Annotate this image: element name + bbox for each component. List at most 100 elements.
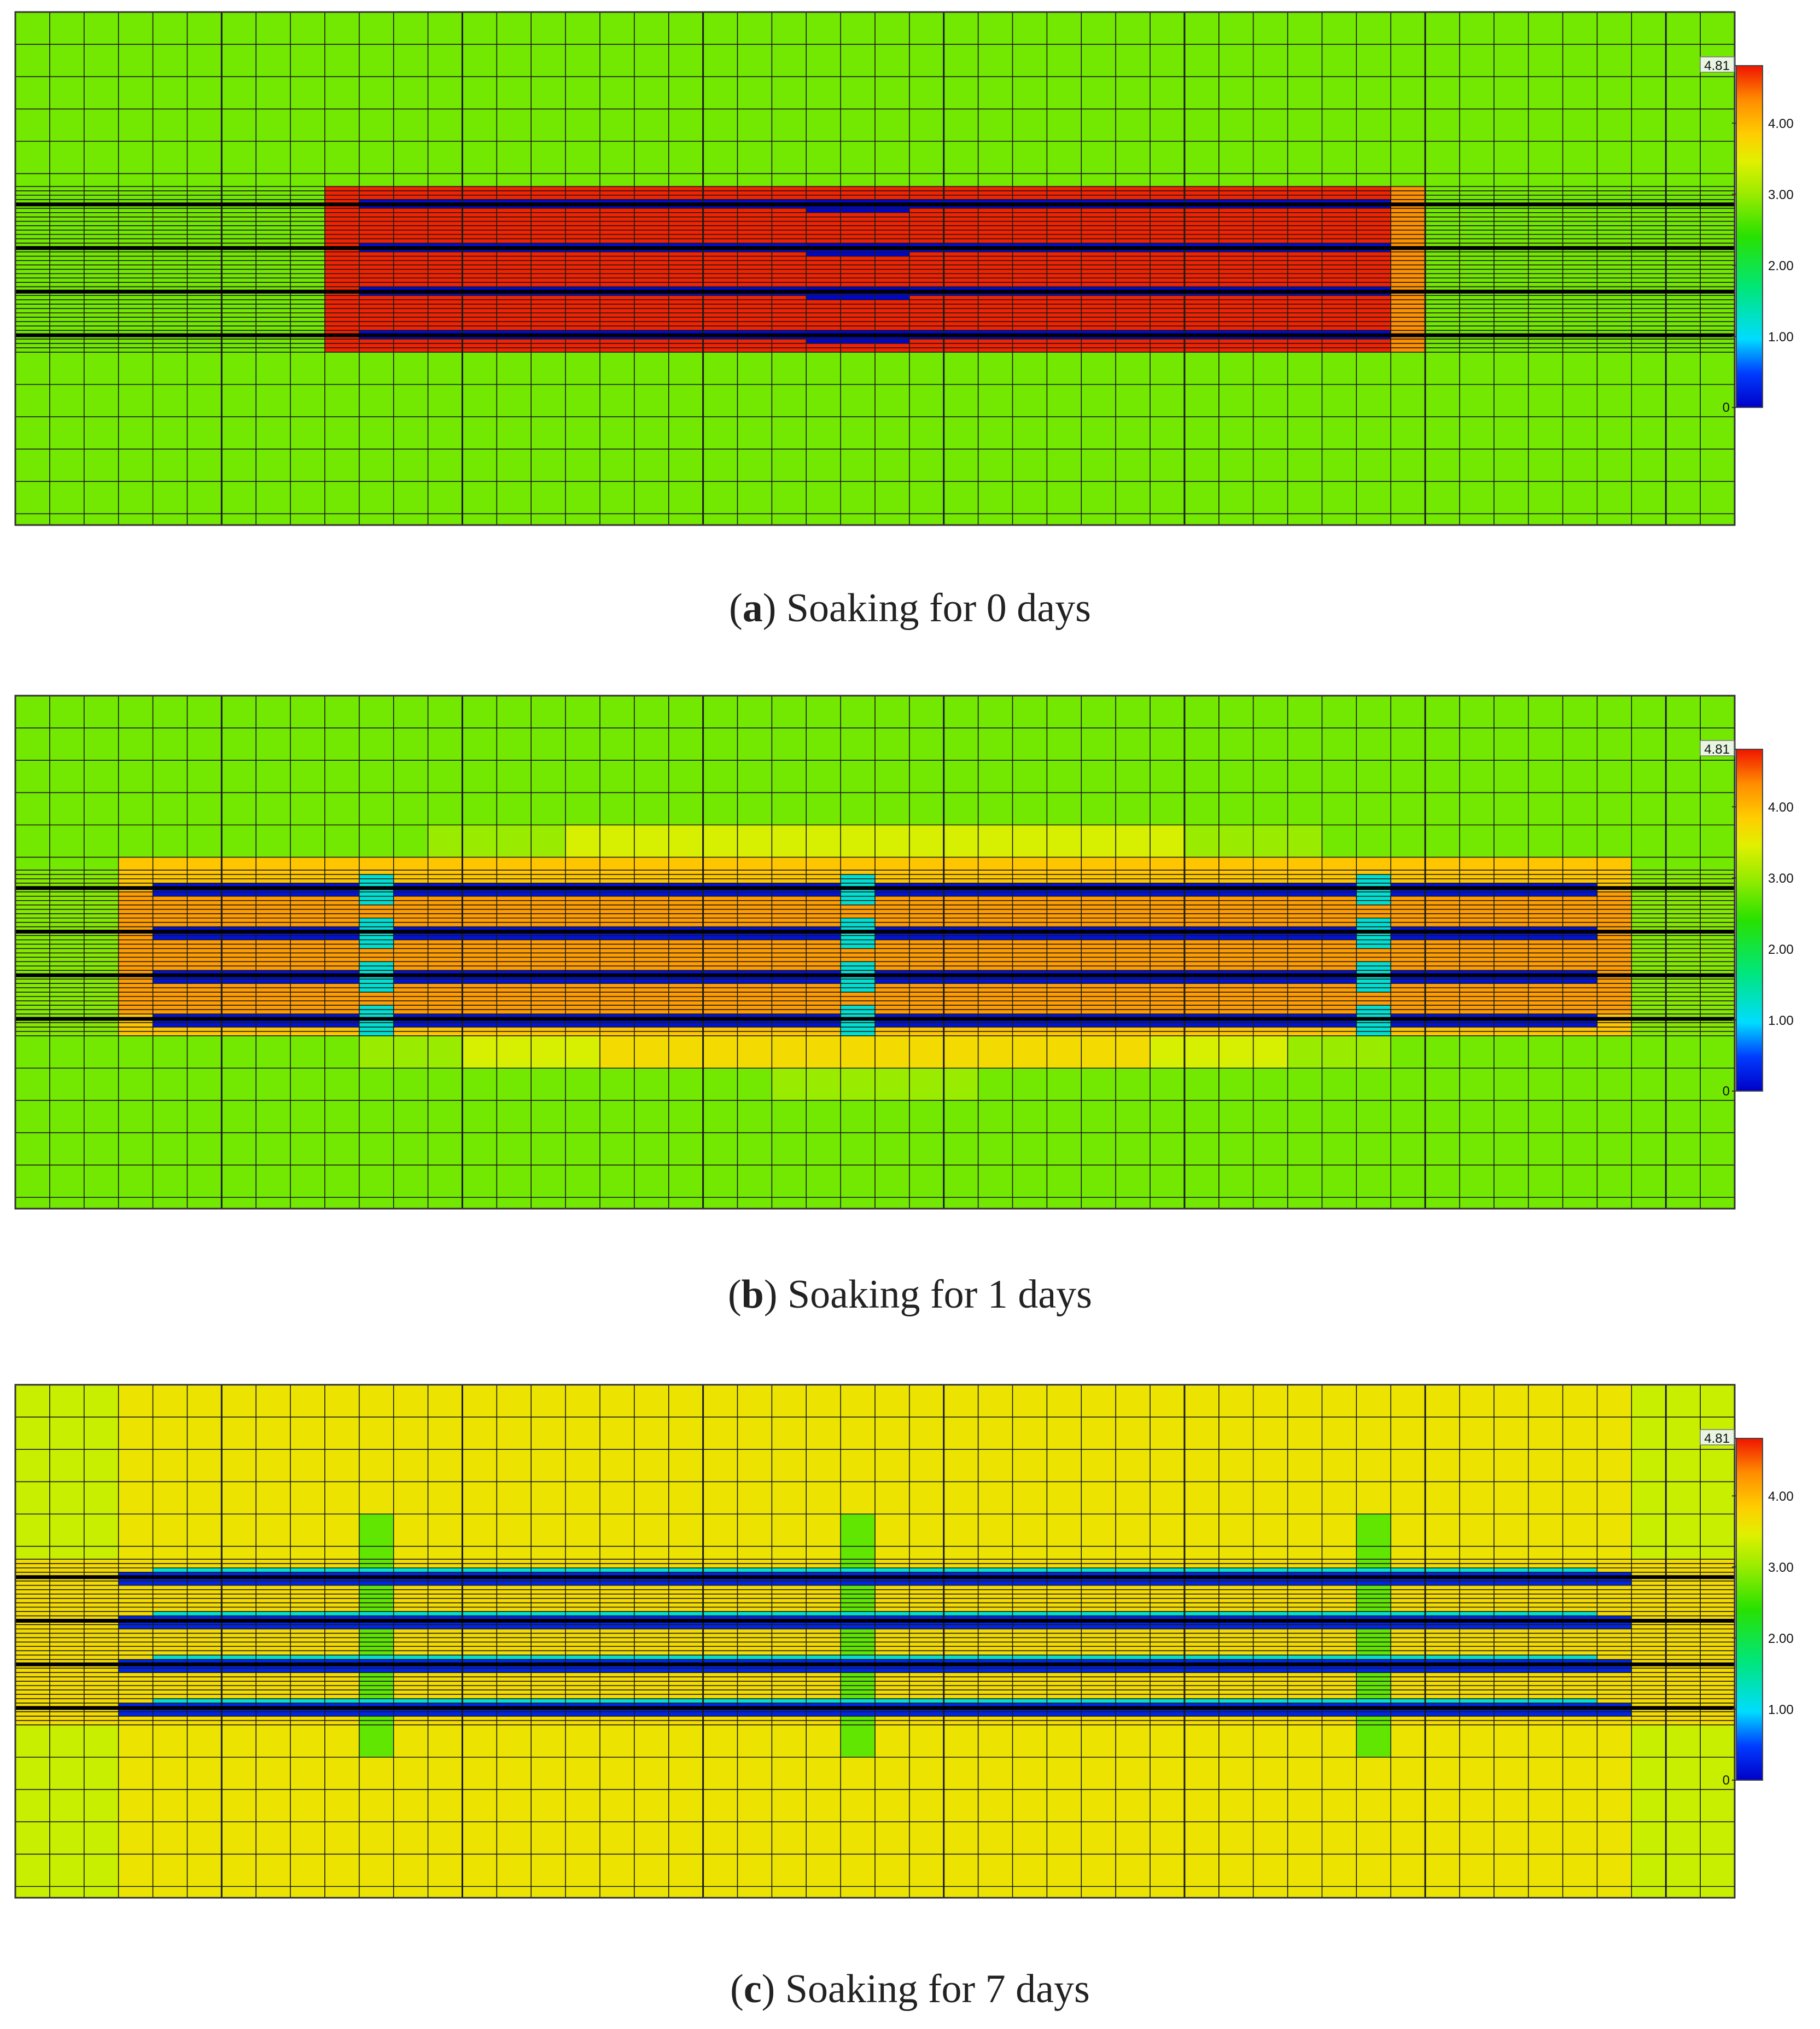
heatmap-cell xyxy=(1528,141,1564,174)
heatmap-cell xyxy=(737,957,772,962)
heatmap-cell xyxy=(497,343,532,348)
heatmap-cell xyxy=(599,199,635,205)
heatmap-cell xyxy=(943,12,979,45)
heatmap-cell xyxy=(978,1068,1013,1101)
heatmap-cell xyxy=(1494,234,1529,240)
heatmap-cell xyxy=(428,878,463,884)
heatmap-cell xyxy=(978,878,1013,884)
heatmap-cell xyxy=(703,760,738,793)
heatmap-cell xyxy=(462,922,497,928)
heatmap-cell xyxy=(531,208,566,213)
heatmap-cell xyxy=(634,1014,669,1019)
heatmap-cell xyxy=(324,190,360,196)
heatmap-cell xyxy=(703,1027,738,1032)
heatmap-cell xyxy=(1012,212,1047,218)
heatmap-cell xyxy=(668,883,704,888)
heatmap-cell xyxy=(703,322,738,326)
heatmap-cell xyxy=(909,234,944,240)
heatmap-cell xyxy=(772,966,807,971)
heatmap-cell xyxy=(290,696,325,728)
heatmap-cell xyxy=(15,696,50,728)
heatmap-cell xyxy=(668,141,704,174)
heatmap-cell xyxy=(703,940,738,944)
heatmap-cell xyxy=(153,970,188,975)
heatmap-cell xyxy=(909,1197,944,1209)
heatmap-cell xyxy=(497,287,532,291)
heatmap-cell xyxy=(462,970,497,975)
heatmap-cell xyxy=(1700,273,1735,278)
heatmap-cell xyxy=(634,322,669,326)
heatmap-cell xyxy=(118,966,154,971)
heatmap-cell xyxy=(1150,922,1185,928)
heatmap-cell xyxy=(84,190,119,196)
heatmap-cell xyxy=(187,728,222,761)
heatmap-cell xyxy=(1631,199,1666,205)
heatmap-cell xyxy=(1047,909,1082,914)
heatmap-cell xyxy=(634,481,669,514)
heatmap-cell xyxy=(393,857,429,871)
heatmap-cell xyxy=(668,792,704,825)
heatmap-cell xyxy=(428,260,463,265)
heatmap-cell xyxy=(841,948,876,953)
heatmap-cell xyxy=(497,300,532,305)
heatmap-cell xyxy=(772,905,807,910)
heatmap-cell xyxy=(668,347,704,353)
heatmap-cell xyxy=(1184,256,1220,261)
heatmap-cell xyxy=(1081,935,1116,940)
heatmap-cell xyxy=(1218,238,1254,244)
heatmap-cell xyxy=(84,265,119,270)
heatmap-cell xyxy=(943,269,979,274)
heatmap-cell xyxy=(1459,12,1495,45)
heatmap-cell xyxy=(1494,287,1529,291)
heatmap-cell xyxy=(531,260,566,265)
heatmap-cell xyxy=(1391,449,1426,482)
heatmap-cell xyxy=(1494,926,1529,932)
heatmap-cell xyxy=(668,217,704,222)
heatmap-cell xyxy=(875,792,910,825)
heatmap-cell xyxy=(1597,953,1632,958)
heatmap-cell xyxy=(1081,287,1116,291)
heatmap-cell xyxy=(565,347,600,353)
heatmap-cell xyxy=(1218,44,1254,77)
heatmap-cell xyxy=(497,326,532,331)
heatmap-cell xyxy=(221,922,256,928)
heatmap-cell xyxy=(531,77,566,109)
heatmap-cell xyxy=(875,883,910,888)
heatmap-cell xyxy=(1528,988,1564,993)
heatmap-cell xyxy=(1081,913,1116,919)
heatmap-cell xyxy=(978,195,1013,200)
heatmap-cell xyxy=(1150,1133,1185,1165)
heatmap-cell xyxy=(1287,1027,1322,1032)
heatmap-cell xyxy=(49,221,85,226)
heatmap-cell xyxy=(290,1014,325,1019)
heatmap-cell xyxy=(668,514,704,526)
heatmap-cell xyxy=(1631,918,1666,923)
heatmap-cell xyxy=(1287,883,1322,888)
heatmap-cell xyxy=(1459,265,1495,270)
heatmap-cell xyxy=(1150,221,1185,226)
heatmap-cell xyxy=(290,322,325,326)
heatmap-cell xyxy=(531,269,566,274)
heatmap-cell xyxy=(1047,979,1082,984)
heatmap-cell xyxy=(497,1005,532,1010)
heatmap-cell xyxy=(1700,265,1735,270)
heatmap-cell xyxy=(841,870,876,875)
heatmap-cell xyxy=(1459,1133,1495,1165)
heatmap-cell xyxy=(1631,343,1666,348)
heatmap-cell xyxy=(772,217,807,222)
heatmap-cell xyxy=(634,1005,669,1010)
heatmap-cell xyxy=(599,265,635,270)
heatmap-cell xyxy=(1562,996,1597,1001)
heatmap-cell xyxy=(1459,221,1495,226)
heatmap-cell xyxy=(1012,1035,1047,1069)
heatmap-cell xyxy=(531,12,566,45)
heatmap-cell xyxy=(737,287,772,291)
heatmap-cell xyxy=(462,243,497,248)
heatmap-cell xyxy=(806,970,841,975)
heatmap-cell xyxy=(1081,77,1116,109)
heatmap-cell xyxy=(393,449,429,482)
heatmap-cell xyxy=(737,317,772,322)
heatmap-cell xyxy=(978,352,1013,385)
heatmap-cell xyxy=(256,295,291,300)
heatmap-cell xyxy=(49,1001,85,1006)
